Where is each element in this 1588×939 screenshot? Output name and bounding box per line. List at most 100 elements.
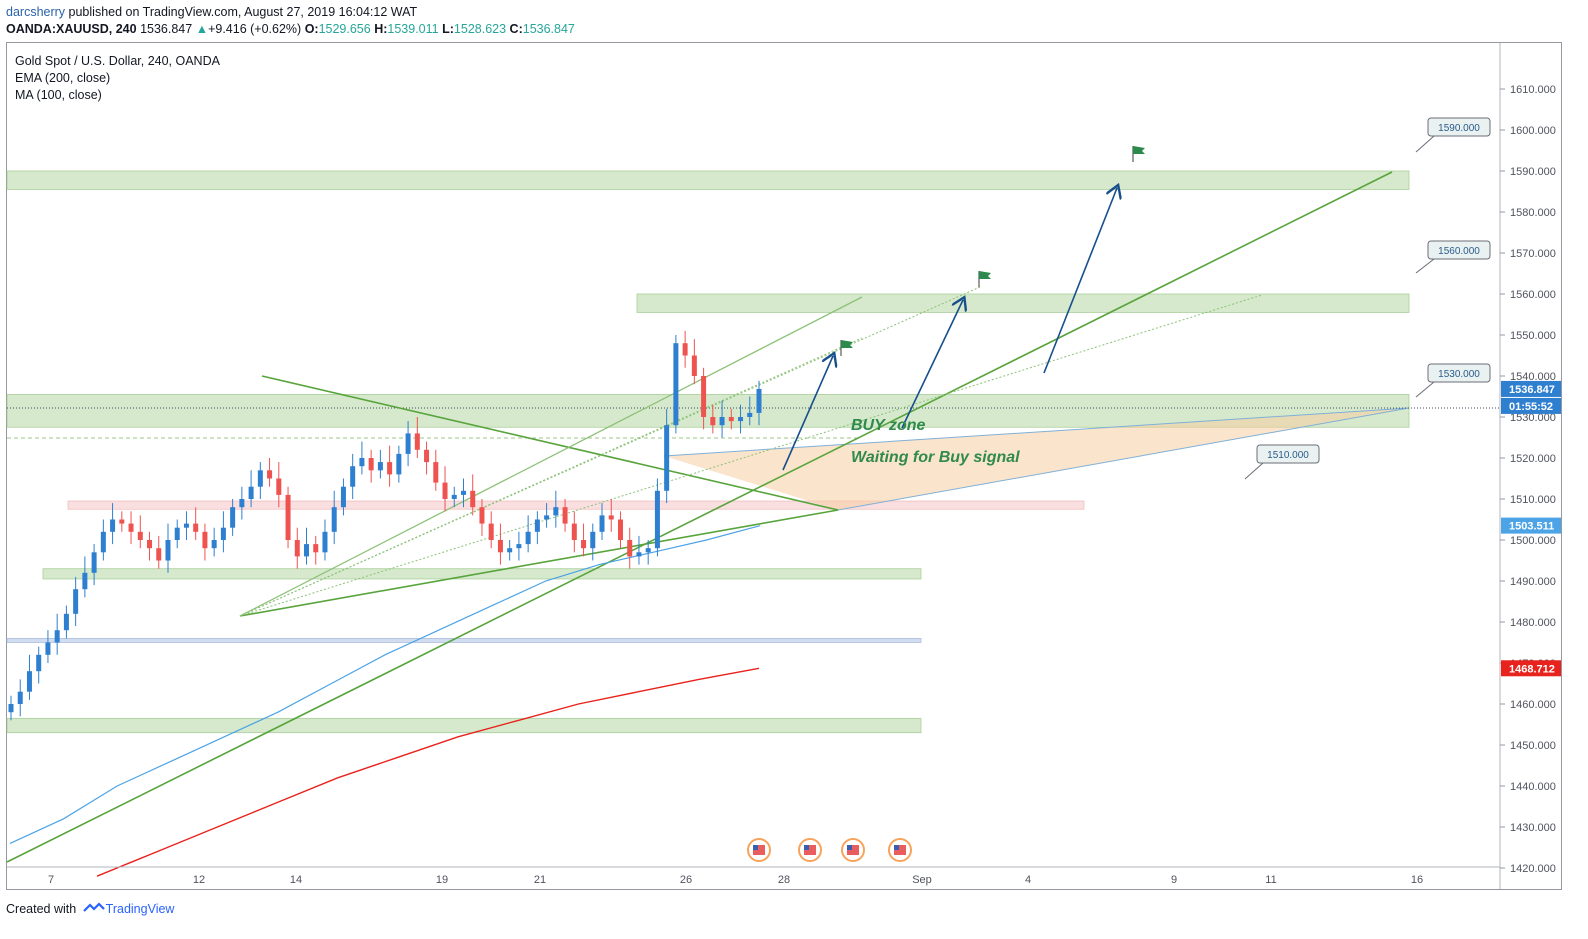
up-triangle-icon: ▲ [195, 22, 209, 36]
low-label: L: [442, 22, 454, 36]
flag-icon [841, 340, 853, 348]
flag-stripes [894, 845, 906, 855]
price-tick-label: 1440.000 [1510, 781, 1556, 793]
candle-body [91, 552, 97, 573]
candle-body [673, 343, 679, 426]
candle-body [682, 343, 688, 356]
dotted-fan-line [239, 286, 981, 617]
price-tick-label: 1550.000 [1510, 330, 1556, 342]
callouts-layer: 1590.000 1560.000 1530.000 1510.000 [1244, 117, 1491, 480]
candle-body [534, 519, 540, 532]
callout-pointer [1415, 135, 1435, 153]
candle-body [664, 425, 670, 491]
candle-body [571, 523, 577, 540]
candle-body [654, 490, 660, 549]
candle-body [599, 515, 605, 532]
legend-ema: EMA (200, close) [15, 71, 111, 85]
time-tick-label: 7 [48, 874, 54, 886]
time-tick-label: 9 [1171, 874, 1177, 886]
open-value: 1529.656 [318, 22, 371, 36]
candle-body [525, 531, 531, 545]
flag-canton [753, 845, 758, 850]
candle-body [701, 376, 707, 417]
price-zone [6, 638, 922, 643]
time-tick-label: 19 [436, 874, 448, 886]
price-zone [67, 500, 1085, 510]
tradingview-brand-link[interactable]: TradingView [105, 902, 175, 916]
candle-body [377, 462, 383, 471]
candle-body [165, 540, 171, 561]
price-tick-label: 1580.000 [1510, 207, 1556, 219]
low-value: 1528.623 [453, 22, 507, 36]
ema-value-badge: 1503.511 [1509, 521, 1554, 533]
time-tick-label: 21 [534, 874, 546, 886]
time-tick-label: 11 [1265, 874, 1276, 886]
countdown-badge: 01:55:52 [1509, 401, 1553, 413]
price-zone [6, 717, 922, 734]
flag-icon [1133, 146, 1145, 154]
candle-body [479, 507, 485, 524]
trendline [6, 171, 1393, 863]
callout-box [1427, 363, 1491, 383]
up-arrow [901, 300, 963, 429]
up-arrow [782, 356, 833, 471]
price-tick-label: 1610.000 [1510, 84, 1556, 96]
price-axis: 1420.000 1430.000 1440.000 1450.000 1460.000… [1499, 43, 1556, 889]
dotted-fan-line [239, 294, 1263, 617]
symbol-label: OANDA:XAUUSD, 240 [6, 22, 137, 36]
candle-body [756, 388, 762, 413]
last-price-badge: 1536.847 [1509, 384, 1555, 396]
price-tick-label: 1430.000 [1510, 822, 1556, 834]
candle-body [747, 412, 753, 417]
trendline [261, 375, 839, 511]
candle-body [26, 671, 32, 692]
flag-stripes [847, 845, 859, 855]
price-tick-label: 1450.000 [1510, 740, 1556, 752]
candle-body [562, 507, 568, 524]
callout-pointer [1415, 258, 1435, 274]
candle-body [451, 494, 457, 499]
candle-body [738, 417, 744, 422]
candle-body [544, 515, 550, 520]
candle-body [110, 519, 116, 532]
time-tick-label: 4 [1025, 874, 1031, 886]
candle-body [553, 507, 559, 516]
high-value: 1539.011 [387, 22, 439, 36]
chart-frame[interactable] [6, 42, 1562, 890]
candle-body [405, 433, 411, 454]
last-price-badge-bg [1501, 380, 1561, 397]
candle-body [387, 462, 393, 475]
zones-layer [6, 170, 1410, 734]
trendline [239, 296, 863, 617]
buy-zone-upper-edge [663, 407, 1410, 457]
footer: Created with TradingView [6, 902, 174, 916]
flag-canton [804, 845, 809, 850]
candle-body [63, 613, 69, 631]
candle-body [488, 523, 494, 540]
candle-body [45, 642, 51, 655]
dotted-fan-line [239, 337, 863, 617]
candle-body [267, 470, 273, 479]
flag-canton [894, 845, 899, 850]
time-axis: 7 12 14 19 21 26 28 Sep 4 9 11 16 [7, 866, 1500, 886]
candle-body [331, 507, 337, 532]
callout-text: 1510.000 [1267, 450, 1309, 461]
candle-body [497, 540, 503, 553]
candle-body [248, 486, 254, 499]
author-link[interactable]: darcsherry [6, 5, 66, 19]
candle-body [230, 507, 236, 528]
candle-body [470, 490, 476, 508]
close-value: 1536.847 [522, 22, 575, 36]
candle-body [516, 544, 522, 549]
candle-body [313, 544, 319, 553]
candle-body [183, 523, 189, 528]
candles-layer [8, 330, 762, 721]
flag-stripes [753, 845, 765, 855]
buy-zone-label: BUY zone [851, 417, 925, 434]
candle-body [636, 552, 642, 557]
countdown-badge-bg [1501, 397, 1561, 414]
up-arrow [1043, 188, 1117, 374]
candle-body [8, 704, 14, 713]
callout-text: 1560.000 [1438, 246, 1480, 257]
